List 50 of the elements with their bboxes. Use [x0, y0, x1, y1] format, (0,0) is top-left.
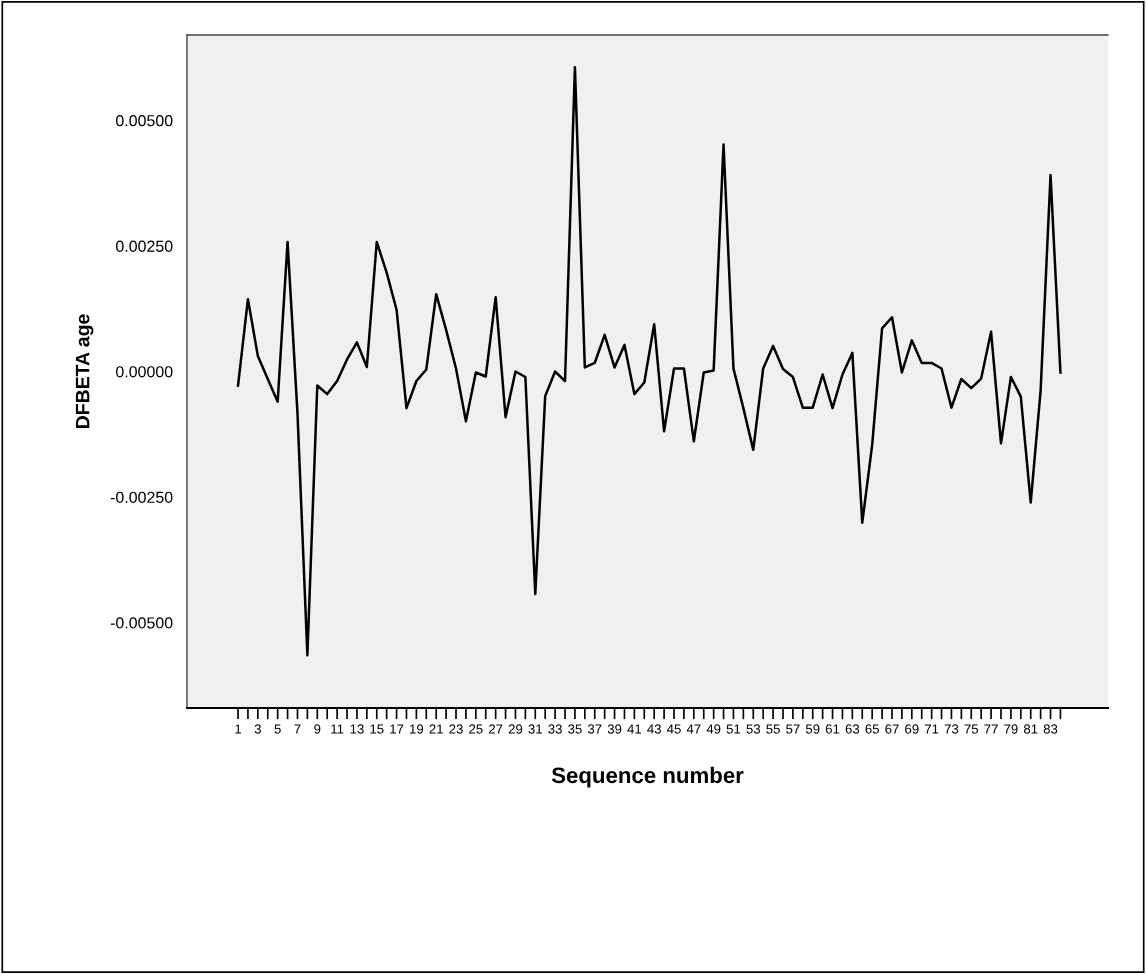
x-tick-label: 3 [254, 724, 261, 734]
x-tick-label: 49 [706, 724, 721, 734]
x-tick-label: 27 [488, 724, 503, 734]
x-tick-label: 11 [331, 724, 344, 734]
x-tick-label: 35 [568, 724, 582, 734]
x-tick-label: 53 [746, 724, 761, 734]
x-tick-label: 9 [314, 724, 321, 734]
x-tick-label: 81 [1023, 724, 1038, 734]
x-tick-label: 7 [294, 724, 301, 734]
x-tick-label: 73 [944, 724, 959, 734]
x-tick-label: 31 [528, 724, 542, 734]
x-tick-label: 33 [548, 724, 562, 734]
x-tick-label: 55 [766, 724, 780, 734]
x-axis-title: Sequence number [551, 766, 744, 788]
x-tick-label: 61 [825, 724, 840, 734]
y-tick-label: 0.00500 [116, 115, 173, 127]
x-tick-label: 15 [370, 724, 384, 734]
x-tick-label: 83 [1043, 724, 1058, 734]
x-tick-label: 23 [449, 724, 463, 734]
x-tick-label: 79 [1004, 724, 1018, 734]
x-tick-label: 43 [647, 724, 661, 734]
x-tick-label: 17 [390, 724, 404, 734]
x-tick-label: 29 [508, 724, 523, 734]
x-tick-label: 19 [410, 724, 424, 734]
x-tick-label: 25 [469, 724, 483, 734]
x-tick-label: 63 [845, 724, 860, 734]
x-tick-label: 21 [429, 724, 443, 734]
y-tick-label: 0.00000 [116, 366, 173, 378]
x-tick-label: 41 [627, 724, 642, 734]
y-tick-label: 0.00250 [116, 240, 173, 252]
x-tick-label: 13 [350, 724, 364, 734]
x-tick-label: 1 [235, 724, 242, 734]
y-axis-title: DFBETA age [75, 314, 94, 428]
x-tick-label: 5 [274, 724, 281, 734]
x-tick-label: 71 [924, 724, 939, 734]
x-tick-label: 39 [607, 724, 622, 734]
x-tick-label: 51 [726, 724, 741, 734]
x-tick-label: 67 [885, 724, 899, 734]
x-tick-label: 45 [666, 724, 681, 734]
x-tick-label: 77 [984, 724, 998, 734]
x-tick-label: 75 [964, 724, 979, 734]
x-tick-label: 37 [587, 724, 602, 734]
line-series [236, 65, 1062, 657]
x-tick-label: 57 [786, 724, 800, 734]
x-tick-label: 47 [686, 724, 701, 734]
x-tick-label: 69 [905, 724, 919, 734]
y-tick-label: -0.00500 [110, 617, 173, 629]
x-tick-label: 59 [805, 724, 820, 734]
x-tick-label: 65 [865, 724, 879, 734]
y-tick-label: -0.00250 [110, 491, 173, 503]
